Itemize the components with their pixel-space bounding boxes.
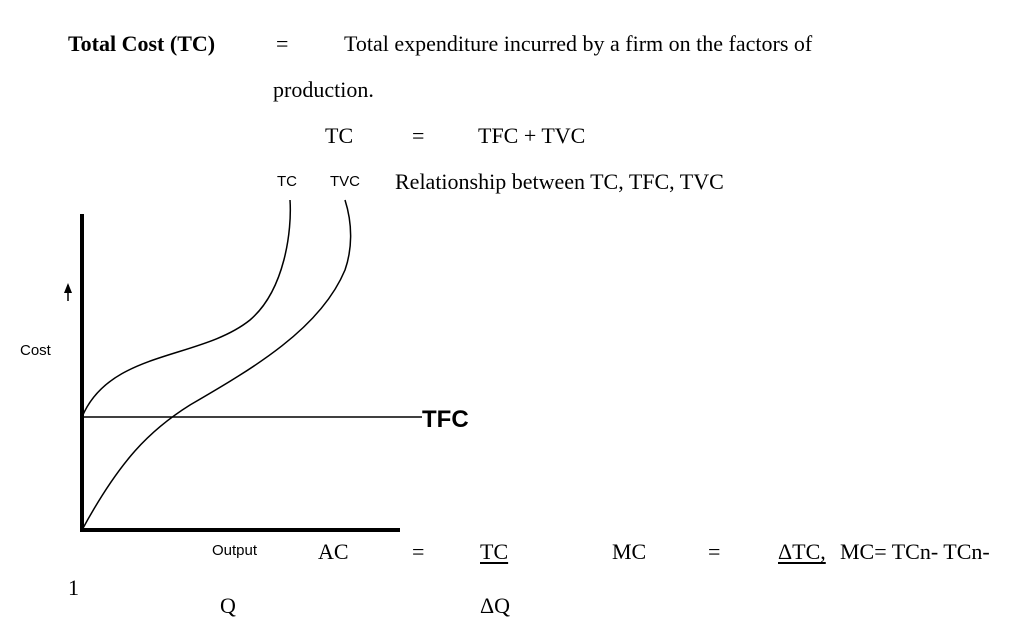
ac-denominator: Q [220,593,236,618]
mc-denominator: ΔQ [480,593,511,618]
ac-numerator: TC [480,539,509,564]
formula-lhs: TC [325,123,354,148]
tc-curve [81,199,292,418]
mc-numerator: ΔTC, [778,539,826,564]
definition-text-line1: Total expenditure incurred by a firm on … [344,31,813,56]
definition-term: Total Cost (TC) [68,31,216,56]
mc-wrap: 1 [68,575,79,600]
mc-alt-formula: MC= TCn- TCn- [840,539,990,564]
formula-rhs: TFC + TVC [478,123,586,148]
mc-lhs: MC [612,539,647,564]
y-axis-arrow-head [64,283,72,293]
tfc-curve-label: TFC [422,406,469,433]
y-axis-label: Cost [20,342,51,359]
ac-lhs: AC [318,539,349,564]
x-axis-label: Output [212,542,258,559]
definition-text-line2: production. [273,77,374,102]
curve-label-tc: TC [277,173,297,190]
graph-caption: Relationship between TC, TFC, TVC [395,169,724,194]
tvc-curve [81,199,352,531]
mc-equals: = [708,539,721,564]
definition-equals: = [276,31,289,56]
formula-equals: = [412,123,425,148]
curve-label-tvc: TVC [330,173,360,190]
ac-equals: = [412,539,425,564]
